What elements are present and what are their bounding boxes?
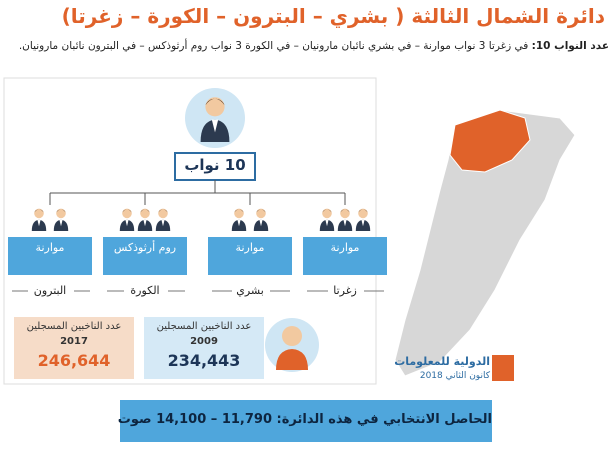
district-name: بشري — [236, 284, 264, 297]
footer-box — [120, 400, 492, 442]
logo-mark — [492, 355, 514, 381]
voters-year: 2017 — [60, 336, 88, 347]
tree-lines — [49, 180, 346, 205]
sect: موارنة — [235, 241, 265, 254]
sect: موارنة — [330, 241, 360, 254]
title: دائرة الشمال الثالثة ( بشري – البترون – … — [61, 4, 605, 28]
district-name: البترون — [33, 284, 67, 297]
subtitle: عدد النواب 10: في زغرتا 3 نواب موارنة – … — [19, 40, 609, 52]
logo-date: كانون الثاني 2018 — [419, 371, 490, 381]
footer: الحاصل الانتخابي في هذه الدائرة: 11,790 … — [117, 412, 492, 427]
sect: روم أرثوذكس — [113, 241, 177, 254]
map — [394, 109, 576, 377]
sect-boxes — [8, 237, 387, 275]
logo-name: الدولية للمعلومات — [394, 355, 490, 368]
voters-year: 2009 — [190, 336, 218, 347]
voters-2017-box — [14, 317, 134, 379]
map-highlight — [449, 109, 531, 173]
district-name: الكورة — [130, 284, 160, 297]
voters-label: عدد الناخبين المسجلين — [156, 321, 252, 332]
district-name: زغرتا — [333, 284, 357, 297]
subtitle-label: عدد النواب 10: — [531, 40, 609, 52]
voters-label: عدد الناخبين المسجلين — [26, 321, 122, 332]
voters-count: 234,443 — [167, 351, 241, 370]
voters-count: 246,644 — [37, 351, 111, 370]
total-seats: 10 نواب — [184, 156, 246, 174]
voter-icon — [276, 349, 308, 370]
main-icon-bg — [185, 88, 245, 148]
voters-2009-box — [144, 317, 264, 379]
sect: موارنة — [35, 241, 65, 254]
subtitle-text: في زغرتا 3 نواب موارنة – في بشري نائبان … — [18, 40, 529, 52]
